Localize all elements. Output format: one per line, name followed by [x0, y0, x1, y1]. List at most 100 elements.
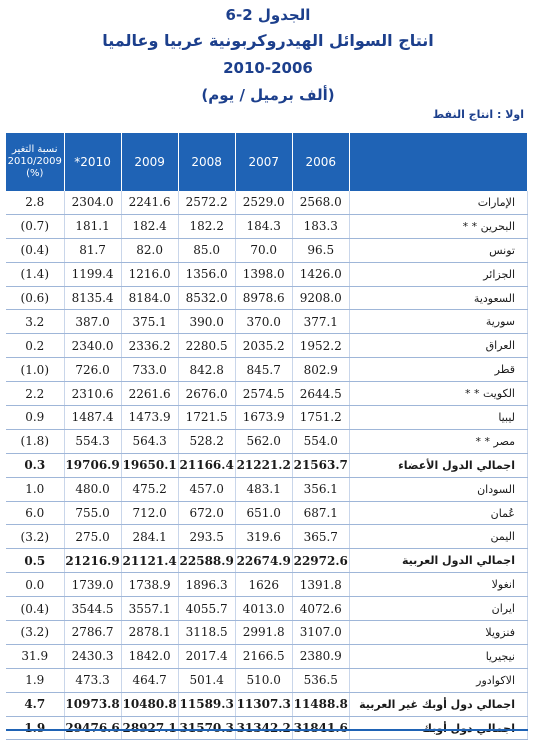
cell-country: العراق	[349, 333, 529, 359]
cell-y2010: 10973.8	[64, 692, 122, 717]
column-header-country	[349, 133, 529, 191]
cell-y2007: 510.0	[235, 668, 293, 693]
cell-country: عُمان	[349, 501, 529, 526]
cell-country: قطر	[349, 357, 529, 383]
cell-y2009: 284.1	[121, 524, 179, 550]
cell-country: اجمالي الدول الأعضاء	[349, 453, 529, 478]
cell-y2009: 19650.1	[121, 453, 179, 478]
cell-change: (0.6)	[6, 286, 65, 311]
cell-y2006: 687.1	[292, 501, 350, 526]
cell-y2010: 387.0	[64, 309, 122, 335]
cell-y2007: 1626	[235, 572, 293, 598]
table-row: 2.8 2304.0 2241.6 2572.2 2529.0 2568.0 الإمارا…	[6, 191, 529, 215]
cell-y2008: 842.8	[178, 357, 236, 383]
cell-y2007: 562.0	[235, 429, 293, 454]
cell-country: تونس	[349, 238, 529, 263]
cell-y2008: 2017.4	[178, 644, 236, 669]
cell-y2008: 1356.0	[178, 262, 236, 287]
cell-y2006: 1751.2	[292, 405, 350, 430]
cell-y2010: 1487.4	[64, 405, 122, 430]
cell-change: 0.0	[6, 572, 65, 598]
cell-country: البحرين * *	[349, 214, 529, 239]
table-bottom-rule	[6, 729, 528, 731]
cell-y2009: 1216.0	[121, 262, 179, 287]
cell-change: 31.9	[6, 644, 65, 669]
column-header-2008: 2008	[178, 133, 236, 191]
cell-y2007: 70.0	[235, 238, 293, 263]
cell-change: 2.8	[6, 191, 65, 215]
cell-y2009: 1842.0	[121, 644, 179, 669]
cell-country: انغولا	[349, 572, 529, 598]
cell-y2007: 22674.9	[235, 548, 293, 574]
table-row: (0.6) 8135.4 8184.0 8532.0 8978.6 9208.0 السعو…	[6, 286, 529, 311]
cell-y2007: 319.6	[235, 524, 293, 550]
cell-y2006: 11488.8	[292, 692, 350, 717]
table-years: 2010-2006	[223, 59, 313, 77]
cell-y2006: 31841.6	[292, 716, 350, 740]
cell-y2010: 21216.9	[64, 548, 122, 574]
cell-y2008: 3118.5	[178, 620, 236, 645]
cell-country: السودان	[349, 477, 529, 502]
cell-y2006: 22972.6	[292, 548, 350, 574]
cell-country: الاكوادور	[349, 668, 529, 693]
cell-y2010: 181.1	[64, 214, 122, 239]
table-row: 2.2 2310.6 2261.6 2676.0 2574.5 2644.5 الكويت …	[6, 381, 529, 407]
cell-y2008: 2676.0	[178, 381, 236, 407]
table-row: 1.9 473.3 464.7 501.4 510.0 536.5 الاكوادور	[6, 668, 529, 693]
cell-y2006: 183.3	[292, 214, 350, 239]
cell-y2010: 2304.0	[64, 191, 122, 215]
cell-y2007: 4013.0	[235, 596, 293, 622]
table-total-row: 0.5 21216.9 21121.4 22588.9 22674.9 22972.6 اج…	[6, 548, 529, 574]
cell-change: (0.4)	[6, 238, 65, 263]
cell-y2008: 4055.7	[178, 596, 236, 622]
cell-y2007: 845.7	[235, 357, 293, 383]
table-title: انتاج السوائل الهيدروكربونية عربيا وعالم…	[102, 31, 434, 50]
cell-change: 3.2	[6, 309, 65, 335]
cell-y2006: 96.5	[292, 238, 350, 263]
cell-y2009: 82.0	[121, 238, 179, 263]
cell-y2007: 651.0	[235, 501, 293, 526]
cell-y2006: 377.1	[292, 309, 350, 335]
cell-y2006: 365.7	[292, 524, 350, 550]
cell-y2007: 1398.0	[235, 262, 293, 287]
cell-change: 0.5	[6, 548, 65, 574]
column-header-change: نسبة التغير 2010/2009 (%)	[6, 133, 65, 191]
cell-y2010: 2310.6	[64, 381, 122, 407]
cell-y2010: 19706.9	[64, 453, 122, 478]
table-row: 1.0 480.0 475.2 457.0 483.1 356.1 السودان	[6, 477, 529, 502]
cell-y2009: 2336.2	[121, 333, 179, 359]
cell-y2008: 390.0	[178, 309, 236, 335]
section-heading: اولا : انتاج النفط	[432, 108, 524, 121]
table-row: (3.2) 275.0 284.1 293.5 319.6 365.7 اليمن	[6, 524, 529, 550]
cell-change: 6.0	[6, 501, 65, 526]
cell-y2008: 457.0	[178, 477, 236, 502]
table-row: (1.4) 1199.4 1216.0 1356.0 1398.0 1426.0 الجزا…	[6, 262, 529, 287]
cell-y2009: 733.0	[121, 357, 179, 383]
oil-production-table: نسبة التغير 2010/2009 (%) *2010 2009 200…	[6, 133, 529, 740]
column-header-2009: 2009	[121, 133, 179, 191]
column-header-2010: *2010	[64, 133, 122, 191]
cell-change: 1.0	[6, 477, 65, 502]
cell-y2010: 2786.7	[64, 620, 122, 645]
table-row: (0.4) 3544.5 3557.1 4055.7 4013.0 4072.6 ايران	[6, 596, 529, 622]
cell-y2010: 3544.5	[64, 596, 122, 622]
table-header: نسبة التغير 2010/2009 (%) *2010 2009 200…	[6, 133, 529, 191]
table-row: 6.0 755.0 712.0 672.0 651.0 687.1 عُمان	[6, 501, 529, 526]
cell-y2009: 2878.1	[121, 620, 179, 645]
cell-change: (3.2)	[6, 620, 65, 645]
cell-change: 0.9	[6, 405, 65, 430]
cell-y2008: 672.0	[178, 501, 236, 526]
cell-y2009: 182.4	[121, 214, 179, 239]
table-row: (0.4) 81.7 82.0 85.0 70.0 96.5 تونس	[6, 238, 529, 263]
cell-y2010: 473.3	[64, 668, 122, 693]
cell-change: (0.7)	[6, 214, 65, 239]
cell-y2008: 501.4	[178, 668, 236, 693]
cell-y2007: 11307.3	[235, 692, 293, 717]
cell-y2008: 22588.9	[178, 548, 236, 574]
cell-y2006: 1952.2	[292, 333, 350, 359]
cell-country: ليبيا	[349, 405, 529, 430]
table-row: 3.2 387.0 375.1 390.0 370.0 377.1 سورية	[6, 309, 529, 335]
cell-y2008: 293.5	[178, 524, 236, 550]
table-number: الجدول 2-6	[225, 6, 311, 24]
cell-change: 1.9	[6, 668, 65, 693]
